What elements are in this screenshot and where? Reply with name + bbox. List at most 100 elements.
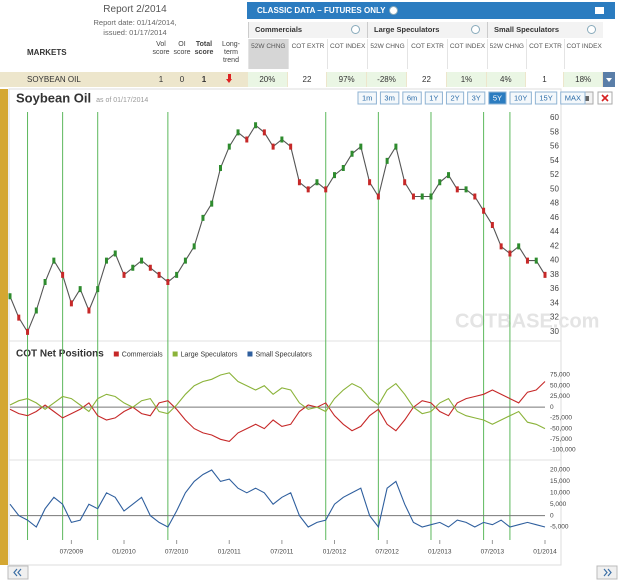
price-tick <box>455 186 459 193</box>
issued-date: issued: 01/17/2014 <box>103 28 167 37</box>
price-tick <box>87 307 91 314</box>
vol-score: 1 <box>158 75 164 84</box>
price-tick <box>183 257 187 264</box>
x-tick-label: 07/2013 <box>481 549 505 556</box>
y-tick-label: 0 <box>550 404 554 411</box>
range-button[interactable]: 5Y <box>488 91 507 105</box>
prev-button[interactable] <box>7 565 29 580</box>
range-button[interactable]: MAX <box>560 91 586 105</box>
oi-score: 0 <box>179 75 185 84</box>
help-icon[interactable] <box>389 6 398 15</box>
price-tick <box>61 271 65 278</box>
price-tick <box>534 257 538 264</box>
range-button[interactable]: 6m <box>402 91 422 105</box>
price-tick <box>289 143 293 150</box>
price-tick <box>447 172 451 179</box>
x-tick-label: 07/2012 <box>375 549 399 556</box>
button-frame <box>379 91 400 105</box>
panel-title: COT Net Positions <box>16 349 104 360</box>
x-tick-label: 01/2011 <box>218 549 241 556</box>
close-icon <box>601 94 609 102</box>
series-line <box>9 381 546 443</box>
price-tick <box>131 264 135 271</box>
y-tick-label: 75,000 <box>550 372 570 379</box>
button-frame <box>467 91 486 105</box>
y-tick-label: 50,000 <box>550 382 570 389</box>
chart-title: Soybean Oil <box>16 90 91 105</box>
market-name[interactable]: SOYBEAN OIL <box>27 75 81 84</box>
cot-cell: 1% <box>447 72 486 87</box>
price-tick <box>508 250 512 257</box>
price-tick <box>78 286 82 293</box>
report-title: Report 2/2014 <box>103 4 167 15</box>
y-tick-label: 44 <box>550 227 559 236</box>
y-tick-label: 60 <box>550 113 559 122</box>
legend-swatch <box>113 351 119 357</box>
y-tick-label: -25,000 <box>550 415 572 422</box>
price-tick <box>368 179 372 186</box>
trend-arrow-head <box>226 79 232 83</box>
price-tick <box>52 257 56 264</box>
close-button[interactable] <box>597 91 613 105</box>
help-icon[interactable] <box>587 25 596 34</box>
y-tick-label: 10,000 <box>550 489 570 496</box>
price-tick <box>271 143 275 150</box>
button-frame <box>534 91 558 105</box>
button-frame <box>424 91 443 105</box>
range-button[interactable]: 3Y <box>467 91 486 105</box>
range-button[interactable]: 1Y <box>424 91 443 105</box>
range-button[interactable]: 2Y <box>445 91 465 105</box>
series-line <box>9 372 546 430</box>
price-tick <box>201 214 205 221</box>
price-tick <box>411 193 415 200</box>
price-tick <box>490 222 494 228</box>
price-tick <box>140 257 144 264</box>
price-tick <box>350 150 354 157</box>
range-label: MAX <box>565 93 581 102</box>
next-button[interactable] <box>596 565 618 580</box>
sub-column-header: COT INDEX <box>327 39 367 69</box>
help-icon[interactable] <box>471 25 480 34</box>
report-date: Report date: 01/14/2014, <box>93 18 177 27</box>
range-button[interactable]: 15Y <box>534 91 558 105</box>
chart-frame <box>8 88 562 566</box>
column-header: Long-term trend <box>222 41 240 64</box>
chevron-icon <box>13 568 22 577</box>
price-tick <box>429 193 433 200</box>
price-tick <box>43 279 47 285</box>
print-icon[interactable] <box>595 7 604 14</box>
group-header: Small Speculators <box>487 22 603 38</box>
y-tick-label: 36 <box>550 284 559 293</box>
banner: CLASSIC DATA – FUTURES ONLY <box>247 2 615 19</box>
range-button[interactable]: 1m <box>357 91 377 105</box>
range-button[interactable]: 3m <box>379 91 400 105</box>
legend-swatch <box>172 351 178 357</box>
price-tick <box>210 200 214 207</box>
price-tick <box>464 186 468 193</box>
price-tick <box>218 165 222 171</box>
x-tick-label: 07/2009 <box>60 549 84 556</box>
price-tick <box>34 307 38 314</box>
price-tick <box>324 186 328 193</box>
row-menu[interactable] <box>603 72 615 87</box>
price-tick <box>543 271 547 278</box>
sub-column-header: COT EXTR <box>525 39 565 69</box>
price-tick <box>113 250 117 257</box>
range-button[interactable]: 10Y <box>509 91 532 105</box>
y-tick-label: 54 <box>550 156 559 165</box>
range-label: 5Y <box>493 93 502 102</box>
price-tick <box>403 179 407 186</box>
range-label: 6m <box>407 93 417 102</box>
price-tick <box>376 193 380 200</box>
cot-cell: 22 <box>287 72 327 87</box>
price-tick <box>245 136 249 143</box>
y-tick-label: 30 <box>550 327 559 336</box>
price-tick <box>157 271 161 278</box>
price-tick <box>333 172 337 179</box>
column-header: OI score <box>173 41 191 56</box>
help-icon[interactable] <box>351 25 360 34</box>
button-frame <box>402 91 422 105</box>
price-tick <box>26 328 30 335</box>
sub-column-header: COT EXTR <box>287 39 328 69</box>
y-tick-label: 42 <box>550 241 559 250</box>
